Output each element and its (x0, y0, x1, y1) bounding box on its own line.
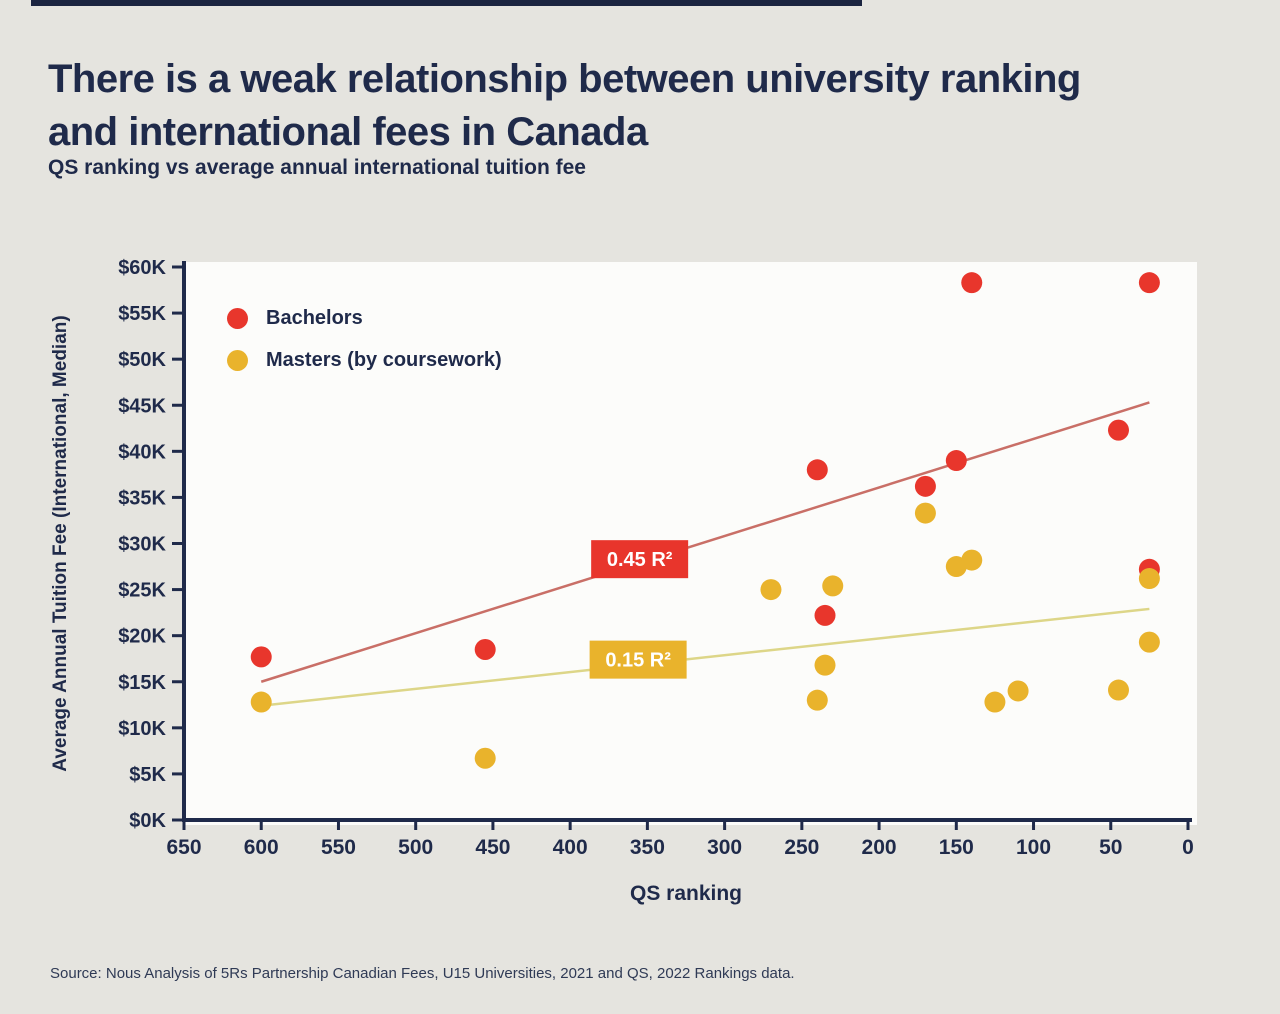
data-point-masters (1107, 679, 1129, 701)
data-point-bachelors (814, 604, 836, 626)
trendline-bachelors (260, 401, 1150, 683)
x-tick-label: 350 (630, 836, 665, 859)
r2-box-masters (589, 640, 687, 679)
data-point-masters (760, 579, 782, 601)
x-axis-title: QS ranking (630, 882, 742, 905)
x-tick-label: 300 (707, 836, 742, 859)
plot-background (184, 262, 1197, 825)
y-tick-label: $20K (118, 626, 166, 648)
y-tick-label: $25K (118, 580, 166, 602)
data-point-masters (914, 502, 936, 524)
scatter-chart: 0.45 R² 0.15 R² $0K $5K $10K $15K $20K $25K $30K… (50, 257, 1197, 905)
x-tick-label: 600 (244, 836, 279, 859)
data-point-masters (474, 747, 496, 769)
x-tick-label: 150 (939, 836, 974, 859)
y-tick-label: $5K (129, 764, 166, 786)
data-point-bachelors (1138, 272, 1160, 294)
data-point-masters (1007, 680, 1029, 702)
data-point-masters (1138, 631, 1160, 653)
source-note: Source: Nous Analysis of 5Rs Partnership… (50, 965, 795, 982)
data-point-masters (822, 575, 844, 597)
data-point-bachelors (250, 646, 272, 668)
x-tick-label: 250 (784, 836, 819, 859)
data-point-masters (961, 549, 983, 571)
r2-box-bachelors (591, 540, 689, 579)
y-tick-label: $55K (118, 303, 166, 325)
legend: Bachelors Masters (by coursework) (227, 297, 502, 381)
y-tick-label: $15K (118, 672, 166, 694)
x-tick-label: 400 (553, 836, 588, 859)
trendline-masters (261, 607, 1150, 707)
x-tick-label: 500 (398, 836, 433, 859)
x-tick-label: 550 (321, 836, 356, 859)
r2-label-masters: 0.15 R² (605, 650, 671, 672)
y-axis-title: Average Annual Tuition Fee (Internationa… (50, 315, 71, 771)
x-tick-label: 450 (475, 836, 510, 859)
chart-area: 0.45 R² 0.15 R² $0K $5K $10K $15K $20K $25K $30K… (0, 235, 1280, 955)
page-title-line2: and international fees in Canada (48, 109, 648, 154)
page-title: There is a weak relationship between uni… (48, 53, 1228, 159)
y-tick-label: $40K (118, 441, 166, 463)
x-tick-label: 650 (166, 836, 201, 859)
data-point-masters (984, 691, 1006, 713)
x-tick-label: 0 (1182, 836, 1194, 859)
legend-label-bachelors: Bachelors (266, 306, 363, 329)
legend-swatch-masters (227, 349, 248, 371)
data-point-bachelors (474, 638, 496, 660)
data-point-bachelors (961, 272, 983, 294)
y-tick-label: $0K (129, 810, 166, 832)
legend-item-bachelors: Bachelors (227, 297, 502, 339)
data-point-bachelors (914, 475, 936, 497)
chart-subtitle: QS ranking vs average annual internation… (48, 156, 586, 179)
r2-label-bachelors: 0.45 R² (607, 549, 673, 571)
y-tick-label: $10K (118, 718, 166, 740)
y-tick-label: $30K (118, 534, 166, 556)
y-tick-label: $50K (118, 349, 166, 371)
legend-swatch-bachelors (227, 307, 248, 329)
y-tick-label: $60K (118, 257, 166, 279)
page-title-line1: There is a weak relationship between uni… (48, 56, 1081, 101)
x-tick-label: 100 (1016, 836, 1051, 859)
data-point-masters (250, 691, 272, 713)
data-point-masters (1138, 568, 1160, 590)
data-point-bachelors (945, 450, 967, 472)
data-point-masters (806, 689, 828, 711)
y-tick-label: $35K (118, 487, 166, 509)
legend-item-masters: Masters (by coursework) (227, 339, 502, 381)
x-tick-label: 200 (862, 836, 897, 859)
data-point-bachelors (1107, 419, 1129, 441)
legend-label-masters: Masters (by coursework) (266, 348, 502, 371)
x-tick-label: 50 (1099, 836, 1122, 859)
top-accent-bar (31, 0, 862, 6)
y-tick-label: $45K (118, 395, 166, 417)
data-point-masters (814, 654, 836, 676)
data-point-bachelors (806, 459, 828, 481)
